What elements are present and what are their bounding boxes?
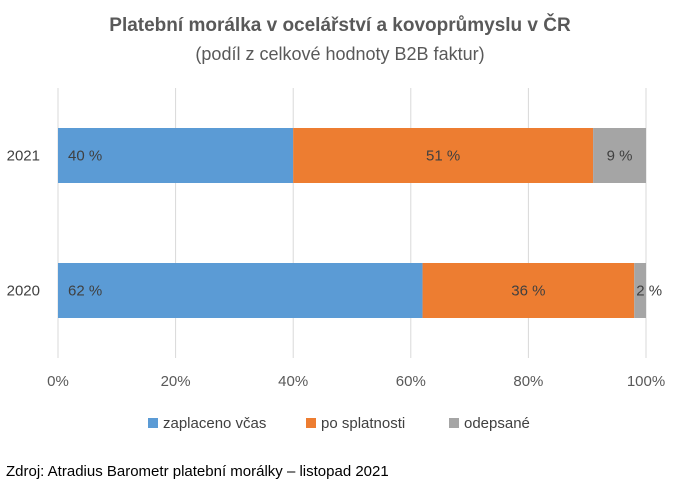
legend: zaplaceno včas po splatnosti odepsané (148, 415, 530, 432)
data-label: 51 % (426, 148, 460, 165)
category-label: 2020 (7, 283, 40, 300)
x-tick-label: 100% (627, 373, 665, 390)
x-tick-label: 80% (513, 373, 543, 390)
x-tick-label: 60% (396, 373, 426, 390)
chart-title: Platební morálka v ocelářství a kovoprům… (109, 14, 571, 36)
x-tick-label: 0% (47, 373, 69, 390)
x-axis-tick-labels: 0% 20% 40% 60% 80% 100% (47, 373, 665, 390)
bar-segment (422, 263, 635, 318)
chart: Platební morálka v ocelářství a kovoprům… (7, 14, 666, 432)
legend-swatch (449, 418, 459, 428)
bar-segment (58, 128, 294, 183)
legend-label: odepsané (464, 415, 530, 432)
legend-label: zaplaceno včas (163, 415, 266, 432)
data-label: 62 % (68, 283, 102, 300)
chart-subtitle: (podíl z celkové hodnoty B2B faktur) (195, 44, 484, 64)
bar-segment (634, 263, 646, 318)
bar-segment (58, 263, 423, 318)
x-tick-label: 20% (161, 373, 191, 390)
data-label: 9 % (607, 148, 633, 165)
category-label: 2021 (7, 148, 40, 165)
data-label: 2 % (636, 283, 662, 300)
category-labels: 2021 2020 (7, 148, 40, 300)
bars: 40 % 51 % 9 % 62 % 36 % 2 % (58, 128, 662, 318)
legend-swatch (148, 418, 158, 428)
legend-label: po splatnosti (321, 415, 405, 432)
legend-swatch (306, 418, 316, 428)
source-note: Zdroj: Atradius Barometr platební morálk… (6, 463, 389, 480)
data-label: 36 % (511, 283, 545, 300)
data-label: 40 % (68, 148, 102, 165)
bar-segment (293, 128, 594, 183)
x-tick-label: 40% (278, 373, 308, 390)
bar-segment (593, 128, 646, 183)
